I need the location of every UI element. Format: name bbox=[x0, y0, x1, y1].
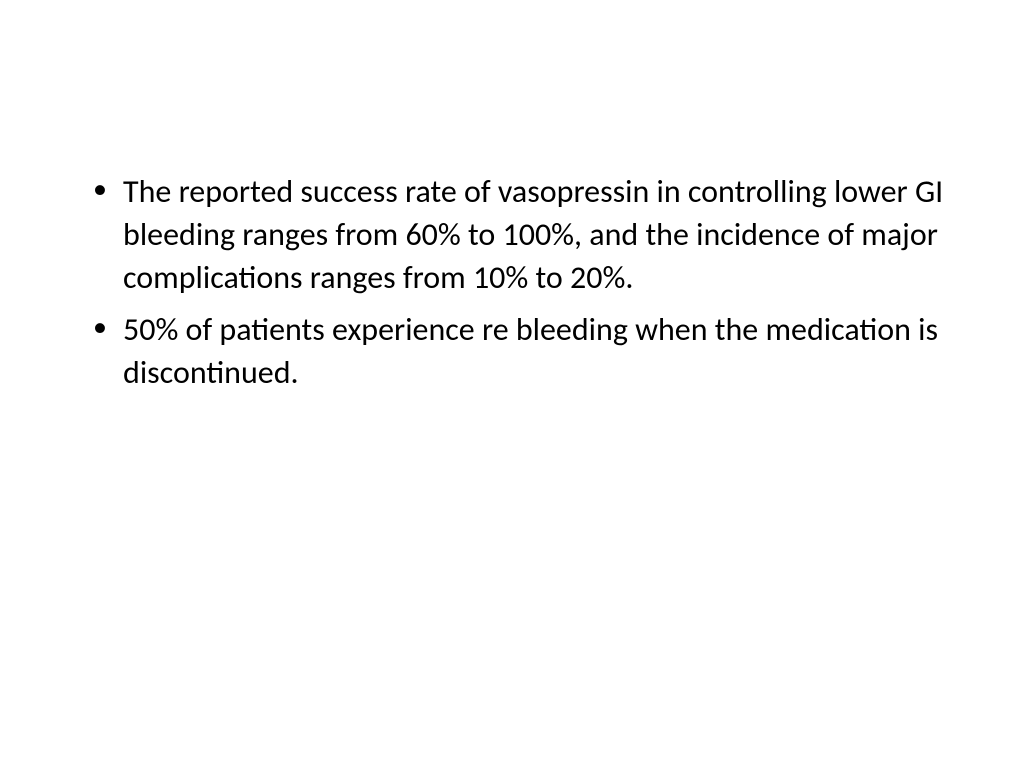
bullet-item: 50% of patients experience re bleeding w… bbox=[75, 308, 949, 394]
bullet-list: The reported success rate of vasopressin… bbox=[75, 170, 949, 394]
bullet-item: The reported success rate of vasopressin… bbox=[75, 170, 949, 300]
